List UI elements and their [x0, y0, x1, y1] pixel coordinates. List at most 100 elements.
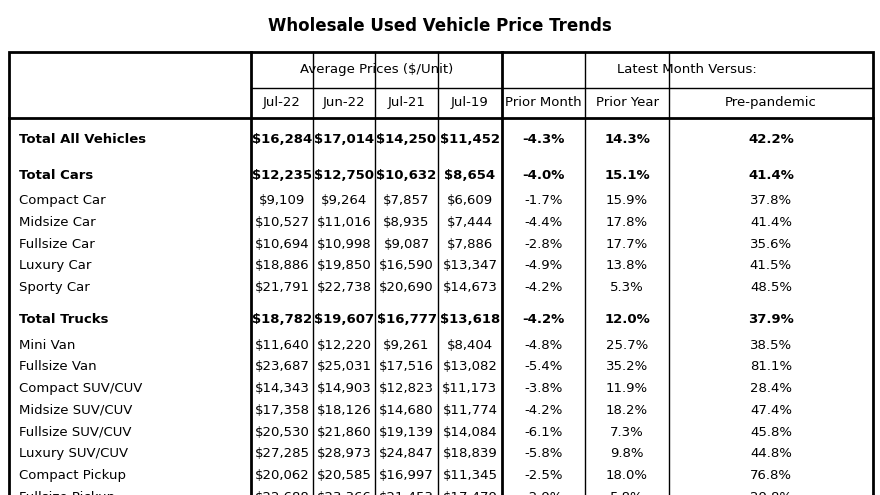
Text: Midsize Car: Midsize Car [19, 216, 96, 229]
Text: $17,358: $17,358 [254, 404, 310, 417]
Text: Sporty Car: Sporty Car [19, 281, 90, 294]
Text: 18.2%: 18.2% [606, 404, 648, 417]
Text: $9,109: $9,109 [259, 194, 305, 207]
Text: Mini Van: Mini Van [19, 339, 76, 351]
Text: $11,640: $11,640 [254, 339, 310, 351]
Text: $7,886: $7,886 [447, 238, 493, 250]
Text: Jul-21: Jul-21 [387, 97, 426, 109]
Text: 44.8%: 44.8% [750, 447, 792, 460]
Text: $18,886: $18,886 [254, 259, 310, 272]
Text: 35.2%: 35.2% [605, 360, 649, 373]
Text: $11,173: $11,173 [443, 382, 497, 395]
Text: $9,264: $9,264 [321, 194, 367, 207]
Text: -5.4%: -5.4% [524, 360, 562, 373]
Text: Prior Month: Prior Month [505, 97, 582, 109]
Text: 7.3%: 7.3% [610, 426, 644, 439]
Text: Jul-22: Jul-22 [263, 97, 301, 109]
Text: $10,694: $10,694 [254, 238, 310, 250]
Text: 12.0%: 12.0% [605, 313, 649, 326]
Text: $14,250: $14,250 [377, 133, 436, 146]
Text: $14,903: $14,903 [317, 382, 371, 395]
Text: -4.0%: -4.0% [522, 169, 565, 182]
Text: $22,738: $22,738 [317, 281, 371, 294]
Text: -2.9%: -2.9% [524, 491, 562, 495]
Text: 47.4%: 47.4% [750, 404, 792, 417]
Text: $23,687: $23,687 [254, 360, 310, 373]
Text: -5.8%: -5.8% [524, 447, 562, 460]
Text: Total Trucks: Total Trucks [19, 313, 109, 326]
Text: Fullsize Car: Fullsize Car [19, 238, 95, 250]
Text: Jun-22: Jun-22 [323, 97, 365, 109]
Text: $11,345: $11,345 [443, 469, 497, 482]
Text: $14,673: $14,673 [443, 281, 497, 294]
Text: 48.5%: 48.5% [750, 281, 792, 294]
Text: $10,632: $10,632 [377, 169, 436, 182]
Text: Compact Car: Compact Car [19, 194, 106, 207]
Text: 13.8%: 13.8% [606, 259, 648, 272]
Text: $16,284: $16,284 [252, 133, 312, 146]
Text: 17.7%: 17.7% [605, 238, 649, 250]
Text: 5.3%: 5.3% [610, 281, 644, 294]
Text: Compact Pickup: Compact Pickup [19, 469, 127, 482]
Text: $12,823: $12,823 [379, 382, 434, 395]
Text: $12,750: $12,750 [314, 169, 374, 182]
Text: $10,527: $10,527 [254, 216, 310, 229]
Text: 9.8%: 9.8% [610, 447, 644, 460]
Text: Average Prices ($/Unit): Average Prices ($/Unit) [299, 63, 453, 76]
Text: -2.5%: -2.5% [524, 469, 562, 482]
Text: 76.8%: 76.8% [750, 469, 792, 482]
Text: Total Cars: Total Cars [19, 169, 93, 182]
Text: 35.6%: 35.6% [750, 238, 792, 250]
Text: $16,590: $16,590 [379, 259, 434, 272]
Text: $12,220: $12,220 [317, 339, 371, 351]
Text: $18,782: $18,782 [252, 313, 312, 326]
Text: $13,347: $13,347 [443, 259, 497, 272]
Text: $14,343: $14,343 [254, 382, 310, 395]
Text: -4.4%: -4.4% [524, 216, 562, 229]
Text: $20,585: $20,585 [317, 469, 371, 482]
Text: $11,774: $11,774 [443, 404, 497, 417]
Text: $20,062: $20,062 [254, 469, 310, 482]
Text: $21,453: $21,453 [379, 491, 434, 495]
Text: Midsize SUV/CUV: Midsize SUV/CUV [19, 404, 133, 417]
Text: 41.5%: 41.5% [750, 259, 792, 272]
Text: $8,654: $8,654 [444, 169, 495, 182]
Text: $17,479: $17,479 [443, 491, 497, 495]
Text: 17.8%: 17.8% [606, 216, 648, 229]
Text: 11.9%: 11.9% [606, 382, 648, 395]
Text: $11,452: $11,452 [440, 133, 500, 146]
Text: $9,087: $9,087 [384, 238, 429, 250]
Text: 5.8%: 5.8% [610, 491, 644, 495]
Text: -4.3%: -4.3% [522, 133, 565, 146]
Text: Jul-19: Jul-19 [451, 97, 488, 109]
Text: 18.0%: 18.0% [606, 469, 648, 482]
Text: $14,084: $14,084 [443, 426, 497, 439]
Text: $22,688: $22,688 [254, 491, 310, 495]
Text: 37.9%: 37.9% [748, 313, 794, 326]
Text: $16,997: $16,997 [379, 469, 434, 482]
Text: $21,860: $21,860 [317, 426, 371, 439]
Text: Luxury SUV/CUV: Luxury SUV/CUV [19, 447, 128, 460]
Text: -4.2%: -4.2% [524, 404, 562, 417]
Text: 15.9%: 15.9% [606, 194, 648, 207]
Text: $17,014: $17,014 [314, 133, 374, 146]
Text: $28,973: $28,973 [317, 447, 371, 460]
Text: $19,850: $19,850 [317, 259, 371, 272]
Text: Prior Year: Prior Year [596, 97, 658, 109]
Text: 38.5%: 38.5% [750, 339, 792, 351]
Text: $17,516: $17,516 [379, 360, 434, 373]
Text: Fullsize Pickup: Fullsize Pickup [19, 491, 115, 495]
Text: 37.8%: 37.8% [750, 194, 792, 207]
Text: 45.8%: 45.8% [750, 426, 792, 439]
Text: 15.1%: 15.1% [605, 169, 649, 182]
Text: Wholesale Used Vehicle Price Trends: Wholesale Used Vehicle Price Trends [268, 17, 612, 35]
Text: -4.8%: -4.8% [524, 339, 562, 351]
Text: 42.2%: 42.2% [748, 133, 794, 146]
Text: Compact SUV/CUV: Compact SUV/CUV [19, 382, 143, 395]
Text: 25.7%: 25.7% [605, 339, 649, 351]
Text: $11,016: $11,016 [317, 216, 371, 229]
Text: $13,618: $13,618 [440, 313, 500, 326]
Text: Latest Month Versus:: Latest Month Versus: [618, 63, 757, 76]
Text: -2.8%: -2.8% [524, 238, 562, 250]
Text: -6.1%: -6.1% [524, 426, 562, 439]
